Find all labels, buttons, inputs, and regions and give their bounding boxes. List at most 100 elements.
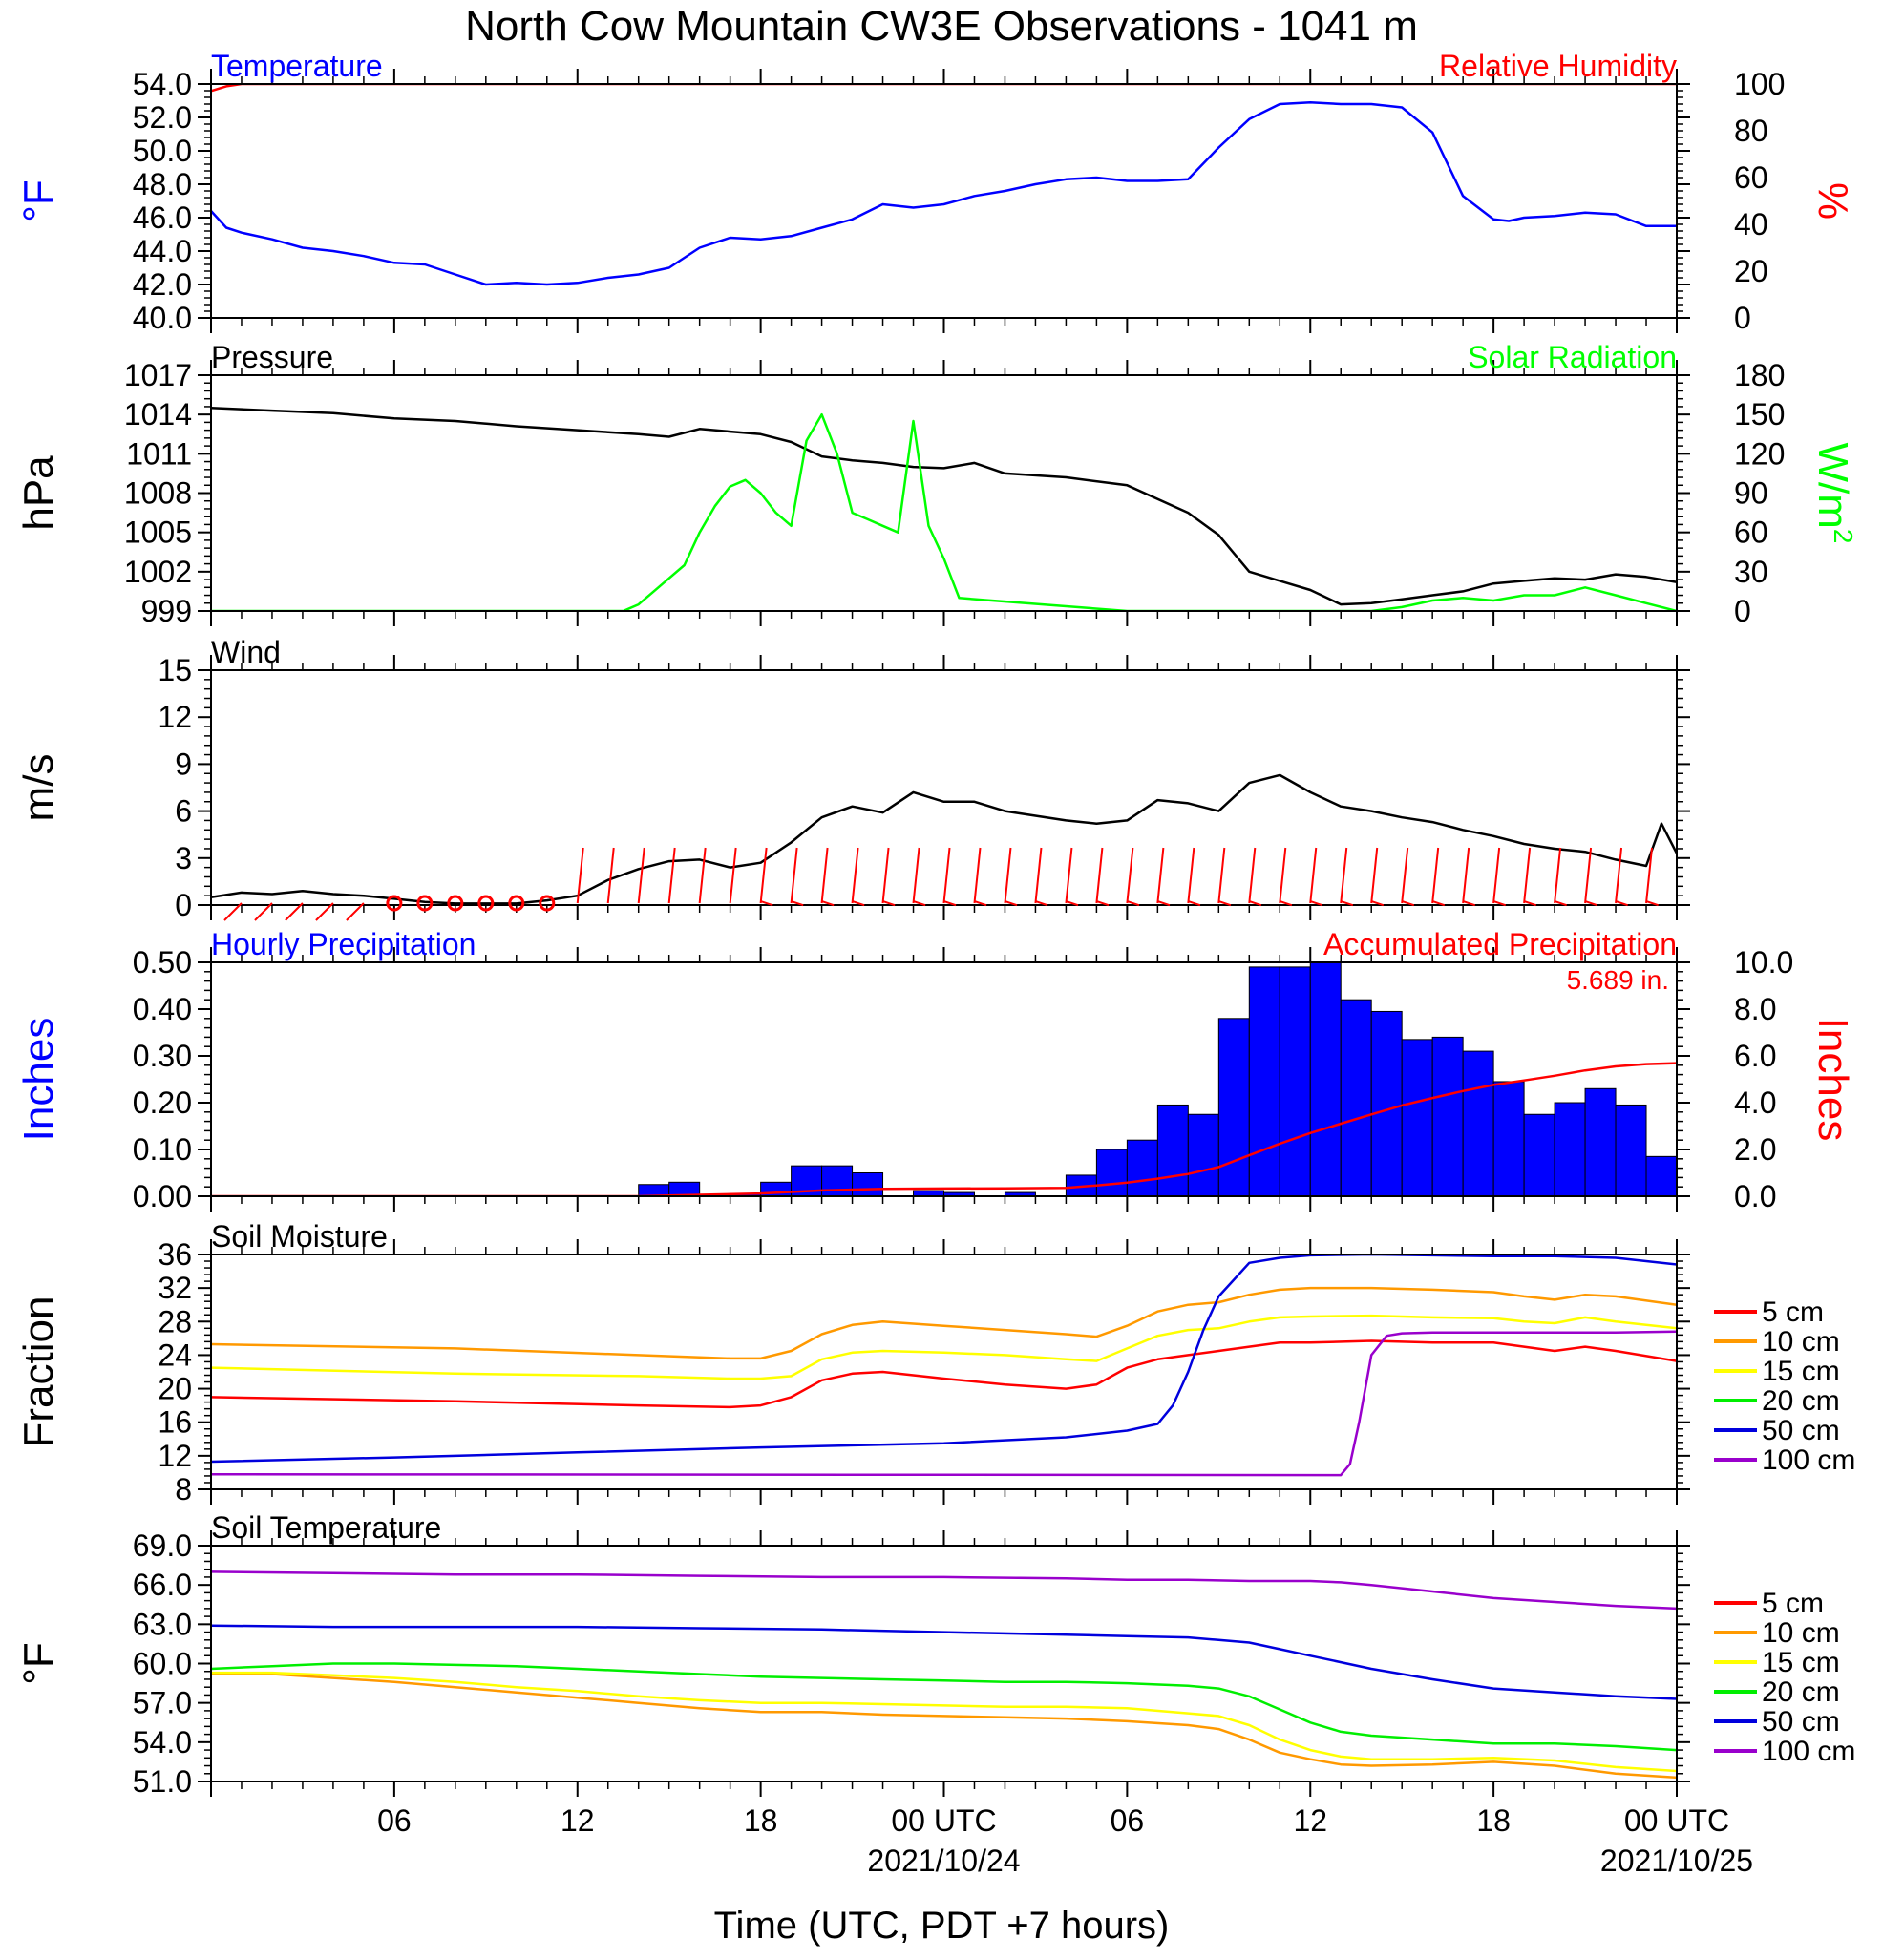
plot-frame [210,1545,1678,1782]
wind-barb [820,847,829,904]
wind-barb-flag [1005,900,1018,907]
x-date-label: 2021/10/25 [1600,1844,1753,1878]
wind-barb [1340,847,1348,904]
panel-precipitation: 0.00 0.10 0.20 0.30 0.40 0.50 0.0 2.0 4.0 6.0 8.0 1… [15,927,1856,1213]
y-tick-label: 1002 [124,555,192,589]
legend-label: 10 cm [1762,1617,1840,1649]
wind-barb [1431,847,1440,904]
wind-barb [606,847,615,904]
plot-frame [210,83,1678,319]
panel-soil_temperature: 51.0 54.0 57.0 60.0 63.0 66.0 69.0 Soil Tempera… [15,1510,1855,1799]
panel-title: Soil Moisture [211,1219,388,1254]
y-tick-label: 1011 [126,436,192,471]
y-tick-label: 44.0 [133,234,192,268]
legend-label: 15 cm [1762,1647,1840,1678]
wind-barb-flag [1188,900,1201,907]
y-right-tick-label: 0 [1734,301,1751,335]
wind-barb [1279,847,1287,904]
series-20-cm [211,1662,1677,1752]
y-tick-label: 9 [175,747,192,781]
series-50-cm [211,1624,1677,1700]
wind-barb-flag [1066,900,1079,907]
wind-barb [1095,847,1104,904]
panel-wind: 0 3 6 9 12 15 Wind m/s [15,635,1690,922]
y-right-tick-label: 20 [1734,254,1768,288]
y-right-tick-label: 60 [1734,160,1768,195]
precip-bar [1615,1104,1647,1196]
precip-bar [1126,1139,1158,1196]
legend-label: 50 cm [1762,1415,1840,1446]
wind-barb [973,847,982,904]
wind-barb-flag [760,900,773,907]
y-axis-label: hPa [15,455,62,531]
y-tick-label: 0.30 [133,1039,192,1073]
wind-barb-flag [791,900,804,907]
wind-barb [254,902,273,921]
wind-barb-flag [1249,900,1262,907]
x-tick-label: 12 [1293,1803,1327,1838]
panel-title-right: Solar Radiation [1468,340,1677,374]
y-tick-label: 52.0 [133,100,192,135]
series-15-cm [211,1671,1677,1773]
series-10-cm [211,1673,1677,1780]
wind-barb-flag [1646,900,1659,907]
wind-barb-flag [1127,900,1140,907]
calm-wind-circle [447,895,464,912]
y-tick-label: 16 [158,1405,192,1440]
precip-bar [1401,1039,1433,1196]
y-tick-label: 0.40 [133,992,192,1026]
precip-bar [1340,999,1372,1196]
precip-bar [1554,1102,1586,1196]
legend-label: 15 cm [1762,1356,1840,1387]
x-tick-label: 12 [561,1803,595,1838]
wind-barb-flag [1585,900,1597,907]
wind-barb [1217,847,1226,904]
y-tick-label: 0.50 [133,945,192,980]
wind-barb [1645,847,1654,904]
plot-area [211,84,1677,286]
wind-barb [1492,847,1501,904]
y-tick-label: 12 [158,1439,192,1473]
plot-frame [210,374,1678,612]
wind-barb [790,847,798,904]
series-temperature [211,101,1677,286]
wind-barb-flag [1157,900,1171,907]
y-tick-label: 1017 [124,358,192,392]
wind-barb [1034,847,1043,904]
panel-pressure: 999 1002 1005 1008 1011 1014 1017 0 30 60 90 120 150… [15,340,1858,628]
y-axis-label-right: % [1809,182,1856,220]
y-tick-label: 54.0 [133,67,192,101]
wind-barb [1309,847,1318,904]
y-right-tick-label: 90 [1734,476,1768,511]
y-axis-label: °F [15,179,62,221]
y-tick-label: 0 [175,888,192,922]
panel-title-right: Relative Humidity [1439,49,1677,83]
wind-barb-flag [1493,900,1507,907]
x-tick-label: 06 [1111,1803,1145,1838]
legend-label: 50 cm [1762,1706,1840,1738]
wind-barb-flag [1310,900,1323,907]
plot-area [211,1570,1677,1780]
y-axis-label: Inches [15,1018,62,1142]
wind-barb-flag [1402,900,1415,907]
legend-label: 100 cm [1762,1736,1855,1767]
y-tick-label: 8 [175,1472,192,1507]
series-5-cm [211,1339,1677,1409]
y-axis-label-right: W/m2 [1809,443,1858,544]
wind-barb [851,847,859,904]
plot-area [211,962,1677,1196]
y-tick-label: 46.0 [133,200,192,235]
precip-bar [1492,1081,1525,1196]
y-tick-label: 50.0 [133,134,192,168]
calm-wind-circle [539,895,556,912]
y-tick-label: 15 [158,653,192,687]
accumulated-total-label: 5.689 in. [1567,965,1669,995]
y-tick-label: 24 [158,1338,192,1372]
y-tick-label: 51.0 [133,1764,192,1799]
y-right-tick-label: 10.0 [1734,945,1793,980]
wind-barb-flag [1341,900,1354,907]
y-right-tick-label: 6.0 [1734,1039,1776,1073]
legend-label: 10 cm [1762,1326,1840,1358]
y-right-tick-label: 2.0 [1734,1132,1776,1167]
